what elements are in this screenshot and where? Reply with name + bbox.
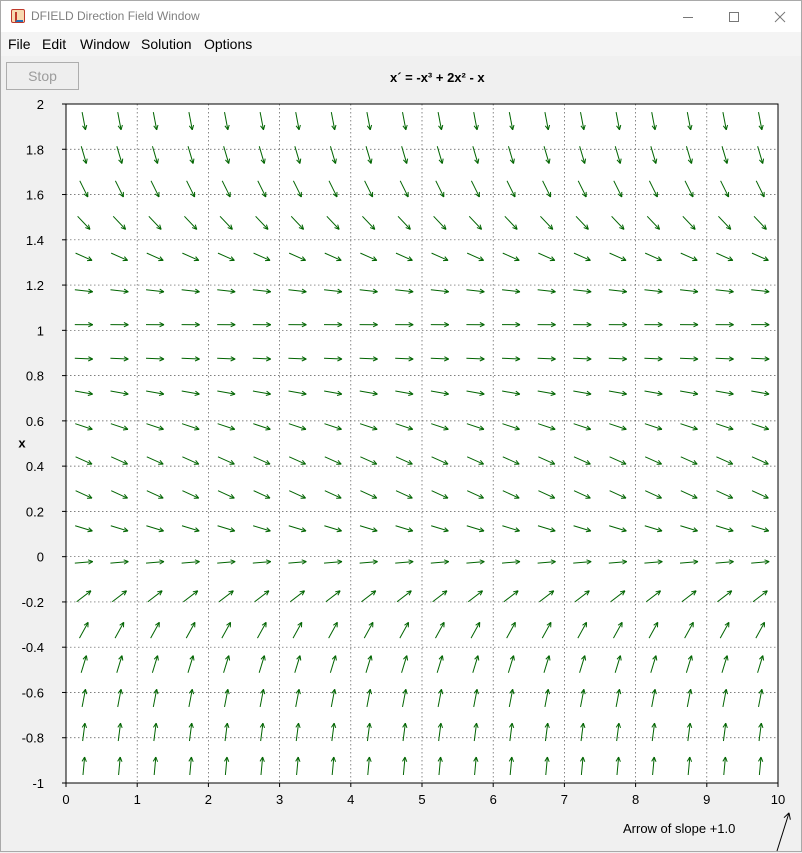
y-tick-label: -0.8 xyxy=(22,731,44,746)
y-tick-label: -0.4 xyxy=(22,640,44,655)
y-tick-label: -0.2 xyxy=(22,595,44,610)
x-tick-label: 2 xyxy=(205,792,212,807)
y-tick-label: 1.2 xyxy=(26,278,44,293)
x-tick-label: 10 xyxy=(771,792,785,807)
y-tick-label: 0.8 xyxy=(26,369,44,384)
x-tick-label: 4 xyxy=(347,792,354,807)
y-tick-label: -0.6 xyxy=(22,685,44,700)
y-axis-label: x xyxy=(18,436,26,451)
y-tick-label: 0 xyxy=(37,550,44,565)
y-tick-label: 0.6 xyxy=(26,414,44,429)
y-tick-label: 2 xyxy=(37,97,44,112)
x-tick-label: 6 xyxy=(490,792,497,807)
x-tick-label: 0 xyxy=(62,792,69,807)
x-tick-label: 3 xyxy=(276,792,283,807)
slope-arrow-head xyxy=(789,813,790,820)
y-tick-label: 0.2 xyxy=(26,504,44,519)
slope-caption: Arrow of slope +1.0 xyxy=(623,821,735,836)
plot-grid xyxy=(66,104,778,783)
y-tick-label: 1.4 xyxy=(26,233,44,248)
slope-arrow-shaft xyxy=(777,813,789,851)
y-tick-label: 0.4 xyxy=(26,459,44,474)
x-tick-label: 7 xyxy=(561,792,568,807)
slope-indicator-arrow xyxy=(777,813,790,851)
x-tick-label: 1 xyxy=(134,792,141,807)
x-tick-label: 5 xyxy=(418,792,425,807)
y-tick-label: 1.6 xyxy=(26,188,44,203)
y-tick-label: -1 xyxy=(32,776,44,791)
y-tick-label: 1 xyxy=(37,323,44,338)
x-tick-label: 8 xyxy=(632,792,639,807)
y-tick-label: 1.8 xyxy=(26,142,44,157)
x-tick-label: 9 xyxy=(703,792,710,807)
